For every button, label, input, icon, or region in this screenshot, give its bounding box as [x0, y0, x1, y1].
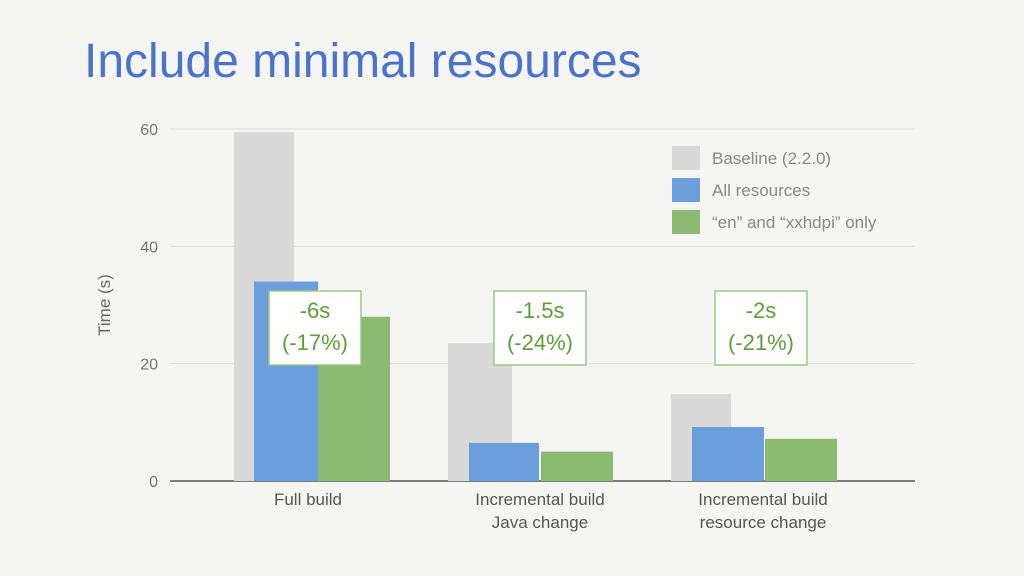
annotation-box [493, 290, 587, 366]
bar-all-resources [469, 442, 539, 481]
x-tick-label: Incremental build [475, 490, 604, 509]
annotation-percent: (-21%) [728, 330, 794, 355]
y-tick-label: 60 [140, 122, 158, 139]
legend-label: “en” and “xxhdpi” only [712, 213, 877, 232]
bar-all-resources [692, 427, 764, 481]
legend-swatch [672, 178, 700, 202]
legend-label: All resources [712, 181, 810, 200]
legend-swatch [672, 210, 700, 234]
annotation-delta: -1.5s [516, 298, 565, 323]
annotation-delta: -2s [746, 298, 777, 323]
legend-swatch [672, 146, 700, 170]
annotation-delta: -6s [300, 298, 331, 323]
annotation-percent: (-24%) [507, 330, 573, 355]
x-tick-label: Full build [274, 490, 342, 509]
y-tick-label: 0 [149, 474, 158, 491]
x-tick-label: Java change [492, 513, 588, 532]
x-tick-label: resource change [700, 513, 827, 532]
annotation-box [714, 290, 808, 366]
slide-title: Include minimal resources [84, 35, 642, 88]
bar-en-xxhdpi [541, 451, 613, 481]
x-tick-label: Incremental build [698, 490, 827, 509]
y-axis-label: Time (s) [95, 274, 114, 336]
annotation-box [268, 290, 362, 366]
y-tick-label: 40 [140, 239, 158, 256]
bar-en-xxhdpi [765, 438, 837, 481]
annotation-percent: (-17%) [282, 330, 348, 355]
legend-label: Baseline (2.2.0) [712, 149, 831, 168]
y-tick-label: 20 [140, 357, 158, 374]
